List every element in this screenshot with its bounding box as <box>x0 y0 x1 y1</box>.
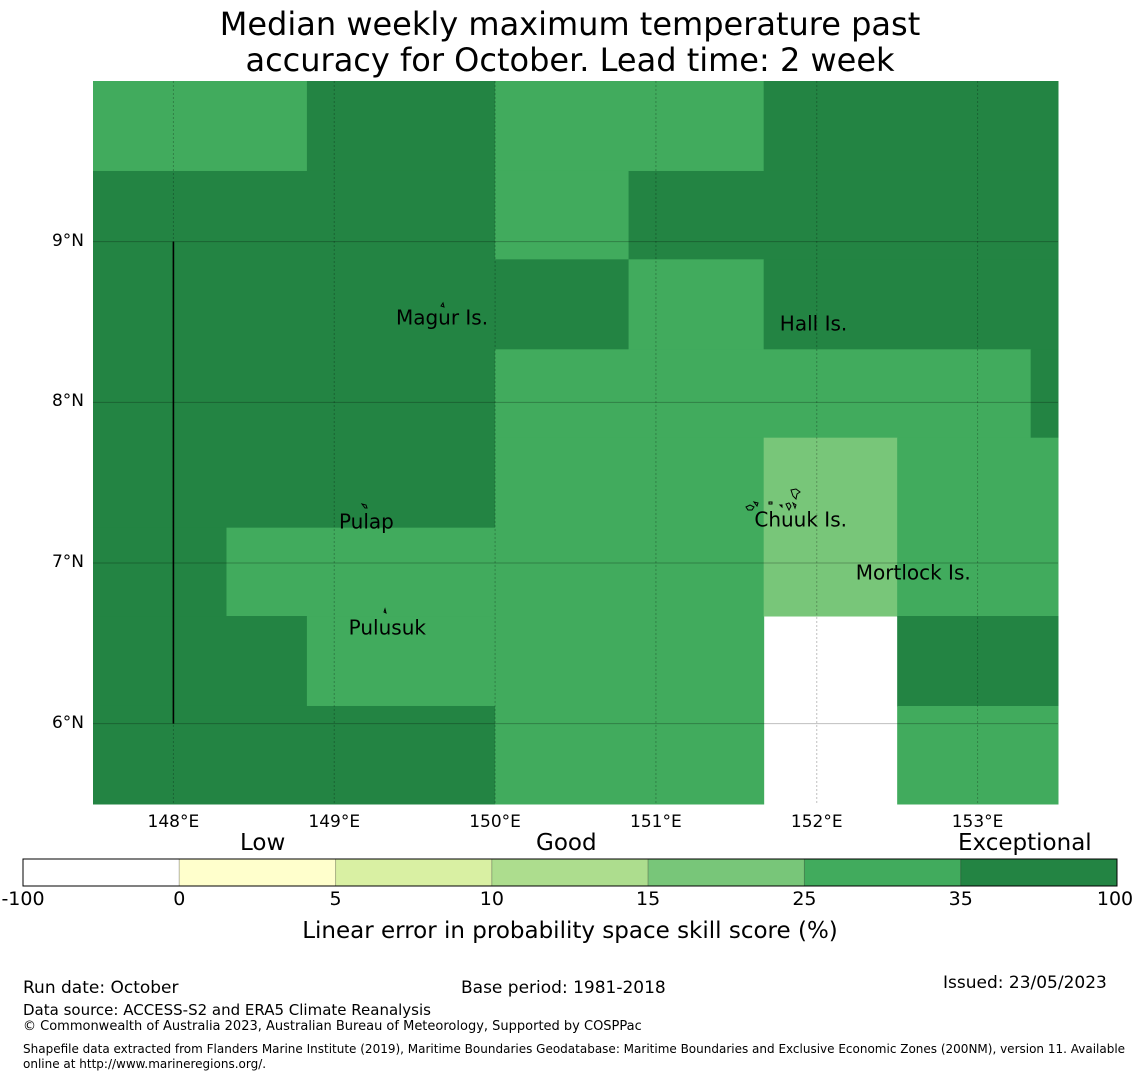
legend-exceptional: Exceptional <box>958 830 1092 856</box>
colorbar-segment <box>335 858 493 887</box>
grid-cell <box>495 437 765 805</box>
place-labels: Magur Is. Hall Is. Pulap Chuuk Is. Mortlock … <box>339 305 971 639</box>
gridlines <box>93 81 1058 804</box>
island-outline <box>778 504 783 509</box>
island-outline <box>790 488 801 501</box>
lat-tick-label: 9°N <box>51 230 84 251</box>
lon-tick-label: 148°E <box>147 812 200 832</box>
colorbar-bound-label: 10 <box>479 888 504 910</box>
grid-cell <box>226 527 496 617</box>
island-outline <box>745 504 755 511</box>
grid-cells <box>93 81 1059 805</box>
lon-tick-label: 151°E <box>630 812 682 832</box>
colorbar-segment <box>803 858 962 887</box>
grid-cell <box>495 349 1032 439</box>
grid-cell <box>495 170 630 260</box>
place-label: Magur Is. <box>396 305 488 329</box>
grid-cell <box>897 616 1059 707</box>
grid-cell <box>495 81 765 172</box>
copyright: © Commonwealth of Australia 2023, Austra… <box>23 1019 642 1034</box>
issued-date: Issued: 23/05/2023 <box>943 973 1107 993</box>
run-date: Run date: October <box>23 978 179 998</box>
title-line-1: Median weekly maximum temperature past <box>219 5 921 43</box>
colorbar-bound-label: 5 <box>329 888 342 910</box>
lat-tick-label: 8°N <box>51 391 84 412</box>
grid-cell <box>93 527 227 617</box>
colorbar-bound-label: -100 <box>1 888 45 910</box>
lon-tick-label: 153°E <box>951 812 1004 832</box>
grid-cell <box>495 259 630 350</box>
colorbar-title: Linear error in probability space skill … <box>302 918 838 944</box>
place-label: Mortlock Is. <box>856 561 971 585</box>
place-label: Pulap <box>339 509 394 533</box>
grid-cell <box>763 81 1059 172</box>
title-line-2: accuracy for October. Lead time: 2 week <box>245 41 895 79</box>
colorbar-bound-label: 0 <box>173 888 186 910</box>
lon-tick-label: 150°E <box>469 812 521 832</box>
grid-cell <box>93 705 496 805</box>
base-period: Base period: 1981-2018 <box>461 978 666 998</box>
grid-cell <box>93 81 308 172</box>
grid-cell <box>93 616 308 707</box>
colorbar-bound-label: 15 <box>636 888 661 910</box>
colorbar-segment <box>647 858 805 887</box>
colorbar-frame <box>22 858 1118 887</box>
grid-cell <box>763 259 1059 350</box>
colorbar-segment <box>178 858 337 887</box>
map-title: Median weekly maximum temperature past a… <box>0 6 1140 78</box>
grid-cell <box>1030 349 1059 439</box>
place-label: Chuuk Is. <box>754 508 847 532</box>
grid-cell <box>897 705 1059 805</box>
lon-tick-label: 152°E <box>790 812 843 832</box>
grid-cell <box>93 170 496 529</box>
island-outline <box>360 503 368 509</box>
island-outline <box>785 502 792 512</box>
colorbar-segment <box>22 858 180 887</box>
island-outline <box>383 607 387 614</box>
lon-tick-label: 149°E <box>308 812 361 832</box>
grid-cell <box>897 437 1059 617</box>
place-label: Hall Is. <box>780 312 847 336</box>
grid-cell <box>306 81 496 172</box>
place-label: Pulusuk <box>349 615 427 639</box>
island-outline <box>791 501 797 510</box>
grid-cell <box>763 437 898 617</box>
colorbar-bound-label: 100 <box>1096 888 1134 910</box>
grid-cell <box>628 259 765 350</box>
lat-tick-label: 7°N <box>51 552 84 572</box>
data-source: Data source: ACCESS-S2 and ERA5 Climate … <box>23 1001 431 1019</box>
island-outlines <box>360 301 801 614</box>
colorbar-bound-label: 25 <box>792 888 817 910</box>
colorbar <box>22 858 1118 887</box>
grid-cell <box>628 170 1059 260</box>
legend-good: Good <box>536 830 597 856</box>
shapefile-credit: Shapefile data extracted from Flanders M… <box>23 1042 1126 1071</box>
island-outline <box>768 501 773 505</box>
island-outline <box>440 301 445 308</box>
lat-tick-label: 6°N <box>51 712 84 733</box>
colorbar-segment <box>960 858 1118 887</box>
legend-low: Low <box>240 830 286 856</box>
colorbar-bound-label: 35 <box>948 888 973 910</box>
island-outline <box>752 501 759 508</box>
colorbar-segment <box>491 858 649 887</box>
grid-cell <box>306 616 496 707</box>
